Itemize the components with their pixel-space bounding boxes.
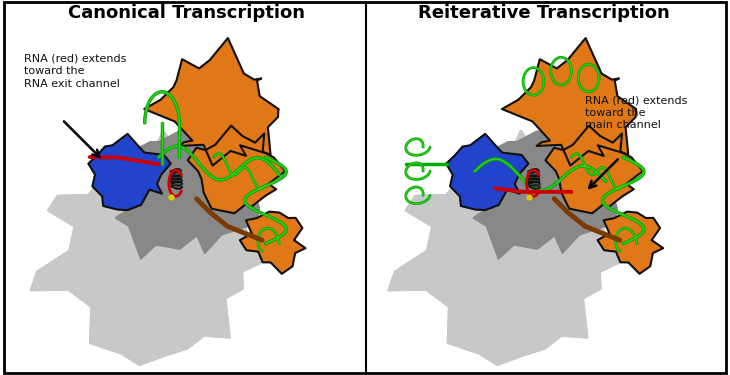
Polygon shape [388,130,645,365]
Polygon shape [240,211,305,274]
Polygon shape [446,134,529,210]
Title: Canonical Transcription: Canonical Transcription [68,4,304,22]
Polygon shape [545,126,643,213]
Polygon shape [88,134,171,210]
Text: RNA (red) extends
toward the
RNA exit channel: RNA (red) extends toward the RNA exit ch… [24,54,126,88]
Polygon shape [31,130,288,365]
Text: RNA (red) extends
toward the
main channel: RNA (red) extends toward the main channe… [585,95,688,130]
Polygon shape [110,122,259,259]
Polygon shape [502,38,636,166]
Polygon shape [188,126,285,213]
Title: Reiterative Transcription: Reiterative Transcription [418,4,669,22]
Polygon shape [467,122,617,259]
Polygon shape [598,211,663,274]
Polygon shape [145,38,278,166]
